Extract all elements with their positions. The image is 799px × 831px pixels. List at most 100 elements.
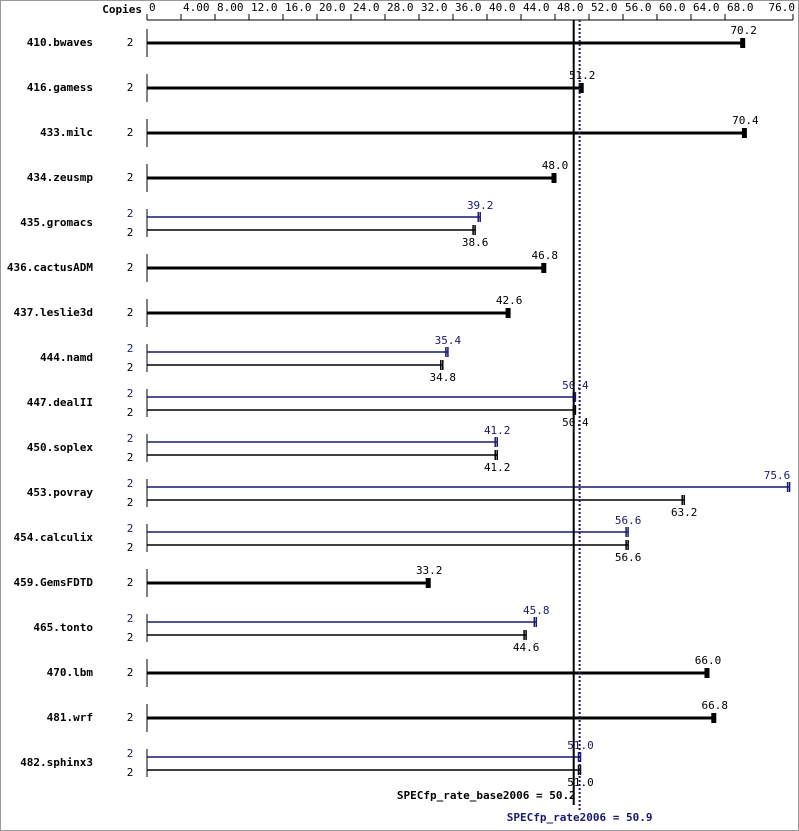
x-tick-label: 68.0 <box>727 1 754 14</box>
value-label: 70.4 <box>732 114 759 127</box>
bar <box>147 540 629 550</box>
category-label: 482.sphinx3 <box>20 756 93 769</box>
value-label: 56.6 <box>615 514 642 527</box>
category-label: 433.milc <box>40 126 93 139</box>
bar <box>147 212 481 222</box>
bar <box>147 578 431 588</box>
bar <box>147 308 511 318</box>
bar <box>147 225 476 235</box>
x-tick-label: 16.0 <box>285 1 312 14</box>
category-label: 444.namd <box>40 351 93 364</box>
category-label: 416.gamess <box>27 81 93 94</box>
x-tick-label: 32.0 <box>421 1 448 14</box>
copies-label: 2 <box>127 406 134 419</box>
bar <box>147 482 791 492</box>
copies-label: 2 <box>127 666 134 679</box>
copies-label: 2 <box>127 496 134 509</box>
copies-label: 2 <box>127 81 134 94</box>
x-tick-label: 40.0 <box>489 1 516 14</box>
category-label: 453.povray <box>27 486 94 499</box>
summary-label: SPECfp_rate2006 = 50.9 <box>507 811 653 824</box>
category-label: 435.gromacs <box>20 216 93 229</box>
copies-label: 2 <box>127 207 134 220</box>
value-label: 41.2 <box>484 461 511 474</box>
copies-label: 2 <box>127 522 134 535</box>
copies-label: 2 <box>127 711 134 724</box>
bar <box>147 38 746 48</box>
x-tick-label: 60.0 <box>659 1 686 14</box>
category-label: 437.leslie3d <box>14 306 93 319</box>
bar <box>147 630 527 640</box>
copies-label: 2 <box>127 226 134 239</box>
copies-label: 2 <box>127 36 134 49</box>
copies-label: 2 <box>127 766 134 779</box>
value-label: 38.6 <box>462 236 489 249</box>
x-tick-label: 28.0 <box>387 1 414 14</box>
category-label: 447.dealII <box>27 396 93 409</box>
x-tick-label: 36.0 <box>455 1 482 14</box>
x-tick-label: 24.0 <box>353 1 380 14</box>
category-label: 410.bwaves <box>27 36 93 49</box>
category-label: 470.lbm <box>47 666 94 679</box>
value-label: 48.0 <box>542 159 569 172</box>
copies-label: 2 <box>127 541 134 554</box>
copies-label: 2 <box>127 432 134 445</box>
value-label: 66.0 <box>695 654 722 667</box>
copies-label: 2 <box>127 342 134 355</box>
x-tick-label: 12.0 <box>251 1 278 14</box>
x-tick-label: 20.0 <box>319 1 346 14</box>
summary-label: SPECfp_rate_base2006 = 50.2 <box>397 789 576 802</box>
bar <box>147 173 557 183</box>
value-label: 34.8 <box>430 371 457 384</box>
value-label: 56.6 <box>615 551 642 564</box>
value-label: 50.4 <box>562 379 589 392</box>
value-label: 42.6 <box>496 294 523 307</box>
category-label: 434.zeusmp <box>27 171 94 184</box>
bar <box>147 450 498 460</box>
copies-label: 2 <box>127 576 134 589</box>
bar <box>147 668 710 678</box>
x-tick-label: 76.0 <box>769 1 796 14</box>
value-label: 44.6 <box>513 641 540 654</box>
x-tick-label: 4.00 <box>183 1 210 14</box>
copies-label: 2 <box>127 361 134 374</box>
bar <box>147 360 444 370</box>
bar <box>147 347 449 357</box>
category-label: 459.GemsFDTD <box>14 576 94 589</box>
x-tick-label: 8.00 <box>217 1 244 14</box>
value-label: 33.2 <box>416 564 443 577</box>
bar <box>147 263 547 273</box>
copies-label: 2 <box>127 261 134 274</box>
bar <box>147 713 717 723</box>
value-label: 50.4 <box>562 416 589 429</box>
value-label: 66.8 <box>702 699 729 712</box>
bar <box>147 128 747 138</box>
bar <box>147 617 538 627</box>
x-tick-label: 44.0 <box>523 1 550 14</box>
value-label: 51.2 <box>569 69 596 82</box>
bar <box>147 527 629 537</box>
value-label: 39.2 <box>467 199 494 212</box>
value-label: 41.2 <box>484 424 511 437</box>
x-tick-label: 56.0 <box>625 1 652 14</box>
copies-label: 2 <box>127 306 134 319</box>
category-label: 465.tonto <box>33 621 93 634</box>
copies-header: Copies <box>102 3 142 16</box>
bar <box>147 495 685 505</box>
copies-label: 2 <box>127 612 134 625</box>
category-label: 450.soplex <box>27 441 94 454</box>
category-label: 454.calculix <box>14 531 94 544</box>
copies-label: 2 <box>127 477 134 490</box>
copies-label: 2 <box>127 631 134 644</box>
category-label: 481.wrf <box>47 711 93 724</box>
value-label: 75.6 <box>764 469 791 482</box>
x-tick-label: 52.0 <box>591 1 618 14</box>
category-label: 436.cactusADM <box>7 261 93 274</box>
x-tick-label: 64.0 <box>693 1 720 14</box>
copies-label: 2 <box>127 451 134 464</box>
bar <box>147 437 498 447</box>
value-label: 46.8 <box>532 249 559 262</box>
copies-label: 2 <box>127 126 134 139</box>
